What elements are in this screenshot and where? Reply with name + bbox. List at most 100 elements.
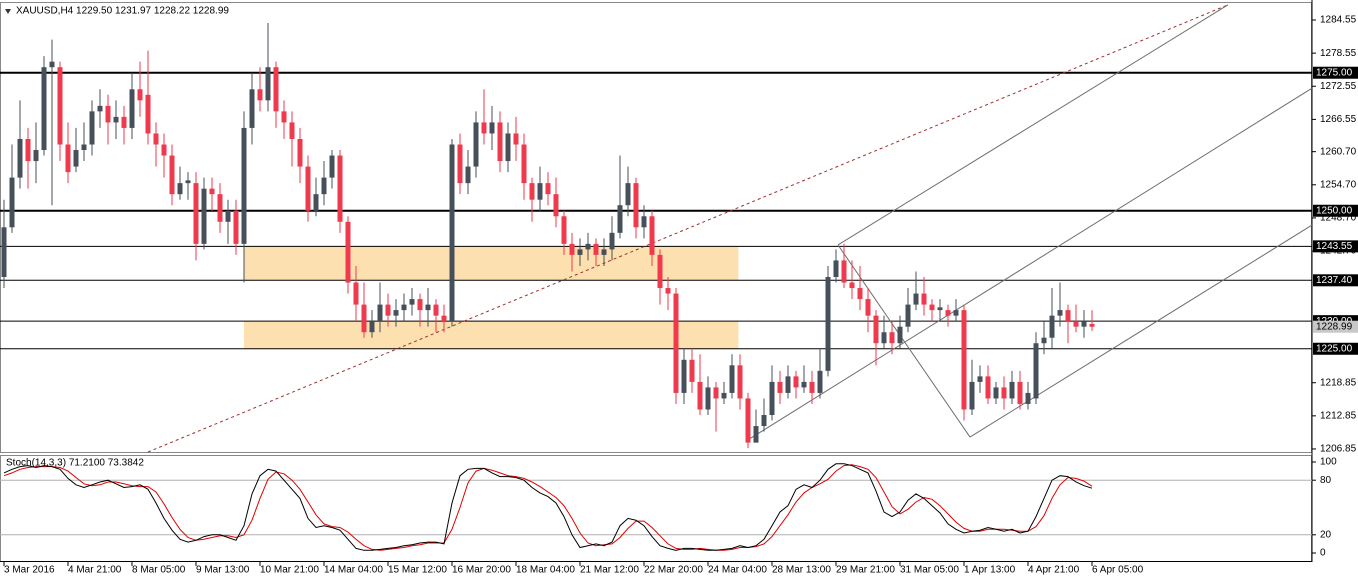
candle-body: [601, 249, 607, 255]
candle-body: [249, 89, 255, 128]
candle-body: [353, 282, 359, 305]
candle-body: [937, 307, 943, 311]
candle-body: [41, 67, 47, 151]
candle-body: [313, 194, 319, 211]
candle-body: [857, 288, 863, 300]
candle-body: [505, 133, 511, 162]
candle-body: [121, 116, 127, 128]
candle-body: [1025, 392, 1031, 404]
candle-body: [585, 243, 591, 250]
candle-body: [561, 216, 567, 244]
candle-body: [385, 304, 391, 316]
candle-body: [713, 387, 719, 399]
candle-body: [321, 177, 327, 195]
candle-body: [345, 221, 351, 283]
candle-body: [801, 381, 807, 388]
y-tick-label: 1284.55: [1320, 15, 1357, 26]
candle-body: [433, 304, 439, 316]
candle-body: [905, 304, 911, 327]
candle-body: [697, 381, 703, 410]
candle-body: [793, 376, 799, 388]
candle-body: [521, 144, 527, 184]
candle-body: [881, 332, 887, 344]
stoch-line: [3, 464, 1093, 551]
level-tag: [1313, 274, 1358, 287]
candle-body: [537, 183, 543, 200]
candle-body: [553, 194, 559, 217]
y-tick-label: 1278.55: [1320, 48, 1357, 59]
y-tick-label: 80: [1320, 475, 1332, 486]
x-tick-label: 10 Mar 21:00: [260, 565, 319, 576]
last-price-label: 1228.99: [1316, 321, 1353, 332]
candle-body: [361, 304, 367, 333]
y-tick-label: 1218.85: [1320, 377, 1357, 388]
x-tick-label: 8 Mar 05:00: [132, 565, 186, 576]
candle-body: [233, 210, 239, 244]
candle-body: [529, 183, 535, 200]
candle-body: [545, 183, 551, 195]
candle-body: [569, 243, 575, 255]
candle-body: [273, 67, 279, 112]
candle-body: [1057, 310, 1063, 316]
candle-body: [481, 122, 487, 134]
stoch-line: [3, 463, 1093, 551]
y-tick-label: 20: [1320, 529, 1332, 540]
candle-body: [617, 205, 623, 233]
zone: [244, 321, 739, 349]
candle-body: [489, 122, 495, 134]
candle-body: [689, 359, 695, 382]
candle-body: [1017, 381, 1023, 404]
candle-body: [473, 122, 479, 167]
candle-body: [193, 183, 199, 244]
candle-body: [729, 365, 735, 393]
candle-body: [225, 210, 231, 222]
candle-body: [945, 310, 951, 316]
candle-body: [913, 293, 919, 305]
candle-body: [513, 133, 519, 145]
candle-body: [465, 166, 471, 184]
candle-body: [185, 180, 191, 184]
candle-body: [841, 260, 847, 283]
candle-body: [673, 293, 679, 393]
candle-body: [177, 183, 183, 195]
candle-body: [633, 183, 639, 228]
candle-body: [81, 144, 87, 151]
candle-body: [65, 144, 71, 173]
candle-body: [777, 381, 783, 393]
x-tick-label: 4 Mar 21:00: [68, 565, 122, 576]
candle-body: [49, 61, 55, 68]
candle-body: [265, 67, 271, 101]
candle-body: [961, 310, 967, 410]
candle-body: [721, 392, 727, 399]
candle-body: [105, 105, 111, 123]
candle-body: [289, 122, 295, 139]
x-tick-label: 31 Mar 05:00: [900, 565, 959, 576]
candle-body: [609, 232, 615, 250]
candle-body: [665, 288, 671, 294]
menu-triangle: [5, 9, 11, 14]
candle-body: [169, 155, 175, 195]
candle-body: [657, 254, 663, 289]
level-tag-label: 1225.00: [1316, 343, 1353, 354]
y-tick-label: 1212.85: [1320, 410, 1357, 421]
candle-body: [809, 381, 815, 393]
candle-body: [217, 194, 223, 222]
x-tick-label: 4 Apr 21:00: [1028, 565, 1080, 576]
y-tick-label: 0: [1320, 548, 1326, 559]
candle-body: [281, 111, 287, 123]
candle-body: [145, 94, 151, 134]
candle-body: [897, 326, 903, 344]
candle-body: [1065, 310, 1071, 322]
candle-body: [1001, 387, 1007, 399]
x-tick-label: 14 Mar 04:00: [324, 565, 383, 576]
candle-body: [73, 150, 79, 167]
y-tick-label: 1260.70: [1320, 146, 1357, 157]
candle-body: [393, 310, 399, 316]
x-tick-label: 29 Mar 21:00: [836, 565, 895, 576]
candle-body: [17, 138, 23, 178]
candle-body: [153, 133, 159, 145]
candle-body: [977, 376, 983, 382]
y-tick-label: 1254.70: [1320, 179, 1357, 190]
x-tick-label: 24 Mar 04:00: [708, 565, 767, 576]
level-tag-label: 1275.00: [1316, 67, 1353, 78]
